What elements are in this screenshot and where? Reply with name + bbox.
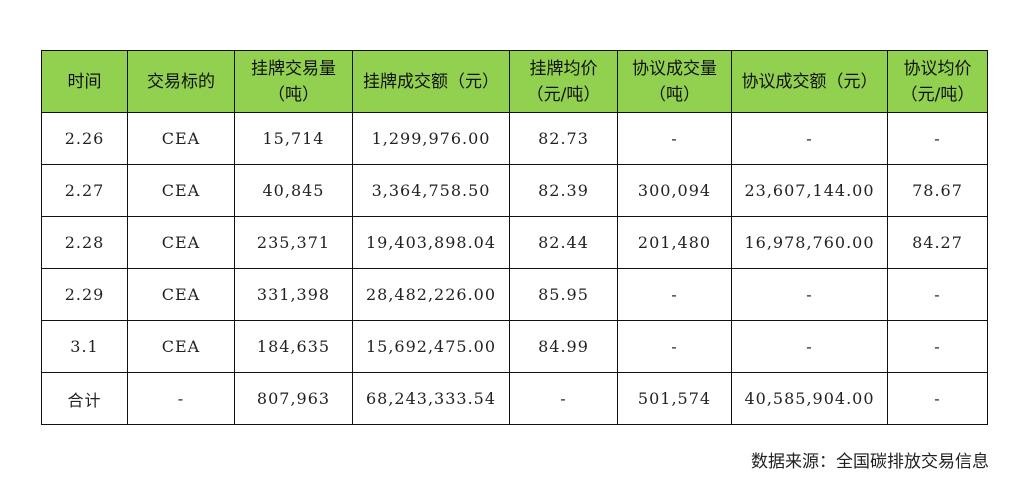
table-cell: - <box>887 268 988 321</box>
column-header: 协议成交量 （吨） <box>617 50 732 113</box>
header-line: 挂牌交易量 <box>251 58 336 79</box>
table-cell: - <box>617 112 732 165</box>
table-cell: 78.67 <box>887 164 988 217</box>
table-cell: 331,398 <box>234 268 353 321</box>
table-row: 3.1 CEA 184,635 15,692,475.00 84.99- - - <box>41 320 988 373</box>
table-row: 合计 -807,963 68,243,333.54-501,574 40,585,90… <box>41 372 988 425</box>
table-cell: 合计 <box>41 372 128 425</box>
table-cell: - <box>617 320 732 373</box>
table-cell: CEA <box>127 268 235 321</box>
table-cell: - <box>731 268 888 321</box>
table-cell: CEA <box>127 112 235 165</box>
table-cell: 19,403,898.04 <box>352 216 510 269</box>
header-unit: （元/吨） <box>900 84 975 105</box>
table-cell: 82.39 <box>509 164 618 217</box>
header-unit: （元/吨） <box>526 84 601 105</box>
column-header: 交易标的 <box>127 50 235 113</box>
table-cell: 1,299,976.00 <box>352 112 510 165</box>
table-row: 2.27 CEA 40,845 3,364,758.50 82.39 300,094 23,… <box>41 164 988 217</box>
table-row: 2.28 CEA 235,371 19,403,898.04 82.44 201,480 1… <box>41 216 988 269</box>
table-cell: 28,482,226.00 <box>352 268 510 321</box>
table-cell: 68,243,333.54 <box>352 372 510 425</box>
table-cell: 807,963 <box>234 372 353 425</box>
table-cell: 84.27 <box>887 216 988 269</box>
header-line: 协议成交量 <box>632 58 717 79</box>
table-cell: CEA <box>127 320 235 373</box>
table-cell: 300,094 <box>617 164 732 217</box>
header-line: 交易标的 <box>147 71 215 92</box>
column-header: 挂牌成交额（元） <box>352 50 510 113</box>
table-cell: 16,978,760.00 <box>731 216 888 269</box>
table-cell: 501,574 <box>617 372 732 425</box>
table-cell: 82.44 <box>509 216 618 269</box>
table-cell: 15,692,475.00 <box>352 320 510 373</box>
table-cell: - <box>617 268 732 321</box>
table-cell: 2.26 <box>41 112 128 165</box>
table-cell: 23,607,144.00 <box>731 164 888 217</box>
column-header: 挂牌交易量 （吨） <box>234 50 353 113</box>
table-cell: 184,635 <box>234 320 353 373</box>
header-line: 协议成交额（元） <box>741 71 878 92</box>
column-header: 挂牌均价 （元/吨） <box>509 50 618 113</box>
table-cell: 82.73 <box>509 112 618 165</box>
table-cell: 201,480 <box>617 216 732 269</box>
column-header: 协议均价 （元/吨） <box>887 50 988 113</box>
table-cell: 3,364,758.50 <box>352 164 510 217</box>
table-cell: 85.95 <box>509 268 618 321</box>
table-row: 2.29 CEA 331,398 28,482,226.00 85.95- - - <box>41 268 988 321</box>
header-unit: （吨） <box>649 84 700 105</box>
header-line: 挂牌均价 <box>529 58 598 79</box>
header-line: 协议均价 <box>903 58 972 79</box>
column-header: 时间 <box>41 50 128 113</box>
table-row: 2.26 CEA 15,714 1,299,976.00 82.73- - - <box>41 112 988 165</box>
table-cell: 15,714 <box>234 112 353 165</box>
table-cell: - <box>887 112 988 165</box>
table-cell: 2.28 <box>41 216 128 269</box>
table-cell: 2.29 <box>41 268 128 321</box>
source-note: 数据来源：全国碳排放交易信息 <box>751 452 989 472</box>
table-cell: 235,371 <box>234 216 353 269</box>
table-cell: CEA <box>127 216 235 269</box>
table-cell: 84.99 <box>509 320 618 373</box>
table-cell: 40,585,904.00 <box>731 372 888 425</box>
table-cell: CEA <box>127 164 235 217</box>
header-unit: （吨） <box>268 84 319 105</box>
table-cell: 40,845 <box>234 164 353 217</box>
header-row: 时间 交易标的 挂牌交易量 （吨） 挂牌成交额（元） 挂牌均价 （元/吨） 协议成交量 （吨）协… <box>41 50 988 113</box>
table-cell: 2.27 <box>41 164 128 217</box>
table-cell: - <box>887 372 988 425</box>
table-cell: - <box>731 112 888 165</box>
column-header: 协议成交额（元） <box>731 50 888 113</box>
table-cell: - <box>887 320 988 373</box>
table-cell: 3.1 <box>41 320 128 373</box>
table-cell: - <box>731 320 888 373</box>
table-cell: - <box>509 372 618 425</box>
header-line: 挂牌成交额（元） <box>363 71 499 92</box>
table-cell: - <box>127 372 235 425</box>
header-line: 时间 <box>67 71 102 92</box>
carbon-trading-table: 时间 交易标的 挂牌交易量 （吨） 挂牌成交额（元） 挂牌均价 （元/吨） 协议成交量 （吨）协… <box>41 50 988 425</box>
